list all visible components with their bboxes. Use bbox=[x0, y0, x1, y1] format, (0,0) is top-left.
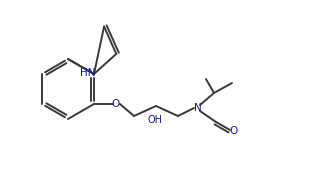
Text: O: O bbox=[230, 126, 238, 136]
Text: HN: HN bbox=[80, 68, 96, 78]
Text: OH: OH bbox=[148, 115, 162, 125]
Text: N: N bbox=[194, 103, 202, 113]
Text: O: O bbox=[112, 99, 120, 109]
